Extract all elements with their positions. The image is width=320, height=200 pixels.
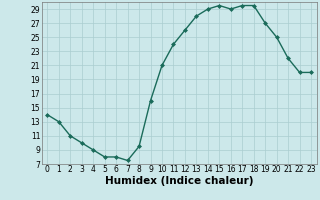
X-axis label: Humidex (Indice chaleur): Humidex (Indice chaleur) (105, 176, 253, 186)
